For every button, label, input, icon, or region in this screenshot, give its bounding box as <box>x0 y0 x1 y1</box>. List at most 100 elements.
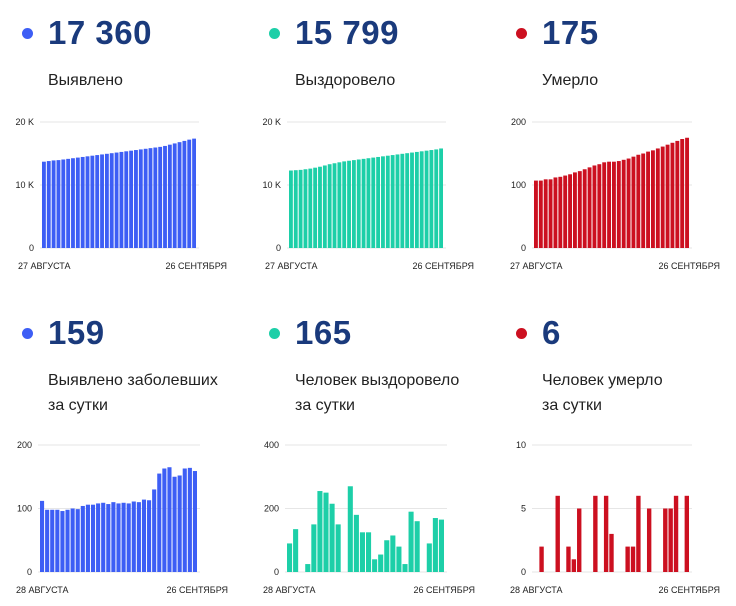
y-tick-label: 10 <box>516 440 526 450</box>
bar-chart: 0 100 200 27 АВГУСТА 26 СЕНТЯБРЯ <box>510 117 720 271</box>
bar-chart: 0 100 200 28 АВГУСТА 26 СЕНТЯБРЯ <box>16 440 228 595</box>
x-start-label: 28 АВГУСТА <box>510 585 563 595</box>
bar <box>327 164 332 248</box>
bar <box>429 150 434 248</box>
bar <box>298 169 303 248</box>
stat-value: 15 799 <box>295 14 399 51</box>
bar <box>134 150 138 248</box>
y-tick-label: 0 <box>521 243 526 253</box>
bar <box>359 532 365 572</box>
bar <box>621 159 626 248</box>
bar <box>96 503 101 572</box>
y-tick-label: 20 K <box>262 117 281 127</box>
bar <box>347 160 351 248</box>
stat-label-line: за сутки <box>542 397 602 414</box>
bar <box>335 524 341 573</box>
bar <box>641 153 646 248</box>
bar <box>592 165 597 248</box>
bar <box>90 504 96 572</box>
bar <box>673 495 679 572</box>
bar <box>539 546 544 572</box>
bar <box>408 511 414 572</box>
card-1: 17 360 Выявлено 0 10 K 20 K 27 АВГУСТА 26 СЕНТ… <box>0 0 230 290</box>
bar <box>163 145 167 248</box>
bar <box>372 559 378 572</box>
card-3: 175 Умерло 0 100 200 27 АВГУСТА 26 СЕНТЯБРЯ <box>494 0 724 290</box>
y-tick-label: 0 <box>521 567 526 577</box>
bar <box>51 160 56 248</box>
x-start-label: 27 АВГУСТА <box>18 261 71 271</box>
bar <box>568 174 573 248</box>
bar <box>148 148 153 248</box>
bar <box>119 151 124 248</box>
stat-label-line: Выздоровело <box>295 72 396 89</box>
bar <box>402 564 408 572</box>
bar <box>124 151 129 248</box>
bar <box>577 171 582 248</box>
x-end-label: 26 СЕНТЯБРЯ <box>166 585 228 595</box>
bar <box>356 159 361 248</box>
bar <box>167 144 172 248</box>
bar <box>61 159 66 248</box>
stat-label: Выявлено <box>48 68 238 93</box>
card-5: 165 Человек выздоровело за сутки 0 200 400 28 … <box>247 300 477 595</box>
card-4: 159 Выявлено заболевших за сутки 0 100 200 28 … <box>0 300 230 595</box>
bar <box>100 154 104 248</box>
red-dot-icon <box>516 328 527 339</box>
bar <box>177 475 182 572</box>
stat-label: Выздоровело <box>295 68 485 93</box>
bar <box>318 166 322 248</box>
bar <box>646 508 652 572</box>
bar <box>337 162 342 248</box>
bar <box>293 170 298 248</box>
bar <box>636 495 641 572</box>
bar <box>66 158 71 248</box>
bar <box>571 559 577 572</box>
bar <box>616 161 621 248</box>
bar <box>342 161 347 249</box>
stat-label-line: за сутки <box>48 397 108 414</box>
y-tick-label: 200 <box>511 117 526 127</box>
bar <box>65 509 70 572</box>
x-start-label: 27 АВГУСТА <box>265 261 318 271</box>
bar <box>612 161 616 248</box>
y-tick-label: 100 <box>17 504 32 514</box>
bar <box>101 502 106 572</box>
bar <box>625 546 630 572</box>
stat-label: Человек умерло за сутки <box>542 368 732 418</box>
bar-chart: 0 10 K 20 K 27 АВГУСТА 26 СЕНТЯБРЯ <box>262 117 474 271</box>
bar <box>426 543 432 572</box>
bar <box>390 155 395 248</box>
stat-label-line: Выявлено заболевших <box>48 372 218 389</box>
bar <box>153 147 158 248</box>
x-end-label: 26 СЕНТЯБРЯ <box>658 585 720 595</box>
bar <box>322 165 327 248</box>
bar <box>646 151 651 248</box>
bar <box>384 540 390 572</box>
bar <box>172 143 177 248</box>
bar <box>131 501 136 572</box>
bar <box>597 164 602 248</box>
bar <box>663 508 668 572</box>
blue-dot-icon <box>22 28 33 39</box>
bar <box>192 138 196 248</box>
y-tick-label: 200 <box>264 504 279 514</box>
bar <box>558 176 563 248</box>
x-end-label: 26 СЕНТЯБРЯ <box>412 261 474 271</box>
bar <box>116 503 121 572</box>
bar <box>95 155 100 248</box>
bar-chart: 0 10 K 20 K 27 АВГУСТА 26 СЕНТЯБРЯ <box>15 117 227 271</box>
bar <box>543 179 548 248</box>
stat-value: 6 <box>542 314 561 351</box>
bar <box>626 158 631 248</box>
bar <box>347 486 353 572</box>
bar <box>366 532 372 572</box>
bar <box>138 149 143 248</box>
bar <box>680 139 685 248</box>
x-start-label: 28 АВГУСТА <box>263 585 316 595</box>
bar <box>329 503 335 572</box>
bar <box>114 152 119 248</box>
bar <box>607 161 612 248</box>
bar <box>317 491 323 572</box>
bar <box>162 468 167 572</box>
